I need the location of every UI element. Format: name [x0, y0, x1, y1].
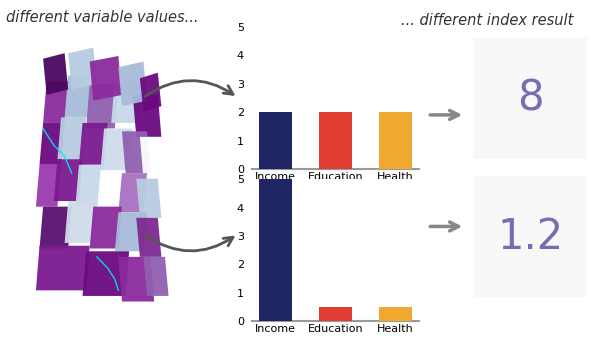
Text: ... different index result: ... different index result: [401, 13, 574, 28]
Polygon shape: [79, 123, 108, 165]
Polygon shape: [122, 131, 150, 173]
Polygon shape: [65, 201, 97, 243]
Polygon shape: [144, 257, 168, 296]
Text: different variable values...: different variable values...: [6, 10, 198, 25]
Polygon shape: [75, 165, 104, 207]
Bar: [259, 179, 292, 321]
Bar: [379, 307, 412, 321]
Polygon shape: [40, 207, 72, 248]
Polygon shape: [140, 73, 161, 112]
Polygon shape: [140, 137, 165, 179]
Polygon shape: [97, 170, 126, 212]
Polygon shape: [119, 173, 147, 212]
Polygon shape: [133, 95, 161, 137]
Text: 1.2: 1.2: [497, 216, 563, 258]
Polygon shape: [43, 53, 68, 95]
Polygon shape: [36, 165, 61, 207]
Bar: [319, 307, 352, 321]
Polygon shape: [119, 257, 154, 301]
FancyBboxPatch shape: [471, 35, 589, 161]
Polygon shape: [90, 56, 122, 101]
Polygon shape: [65, 75, 93, 117]
Polygon shape: [83, 251, 129, 296]
Polygon shape: [43, 81, 68, 123]
Polygon shape: [111, 81, 144, 123]
Polygon shape: [137, 218, 161, 257]
Polygon shape: [115, 212, 147, 251]
Polygon shape: [119, 62, 147, 106]
Bar: [319, 112, 352, 169]
Polygon shape: [86, 84, 119, 128]
Text: 8: 8: [517, 77, 543, 119]
Polygon shape: [54, 159, 83, 201]
Bar: [379, 112, 412, 169]
Polygon shape: [36, 246, 90, 290]
Polygon shape: [90, 207, 122, 248]
FancyBboxPatch shape: [471, 173, 589, 300]
Bar: [259, 112, 292, 169]
Polygon shape: [101, 128, 133, 170]
Polygon shape: [68, 48, 97, 90]
Polygon shape: [40, 123, 65, 165]
Polygon shape: [58, 117, 86, 159]
Polygon shape: [137, 179, 161, 218]
